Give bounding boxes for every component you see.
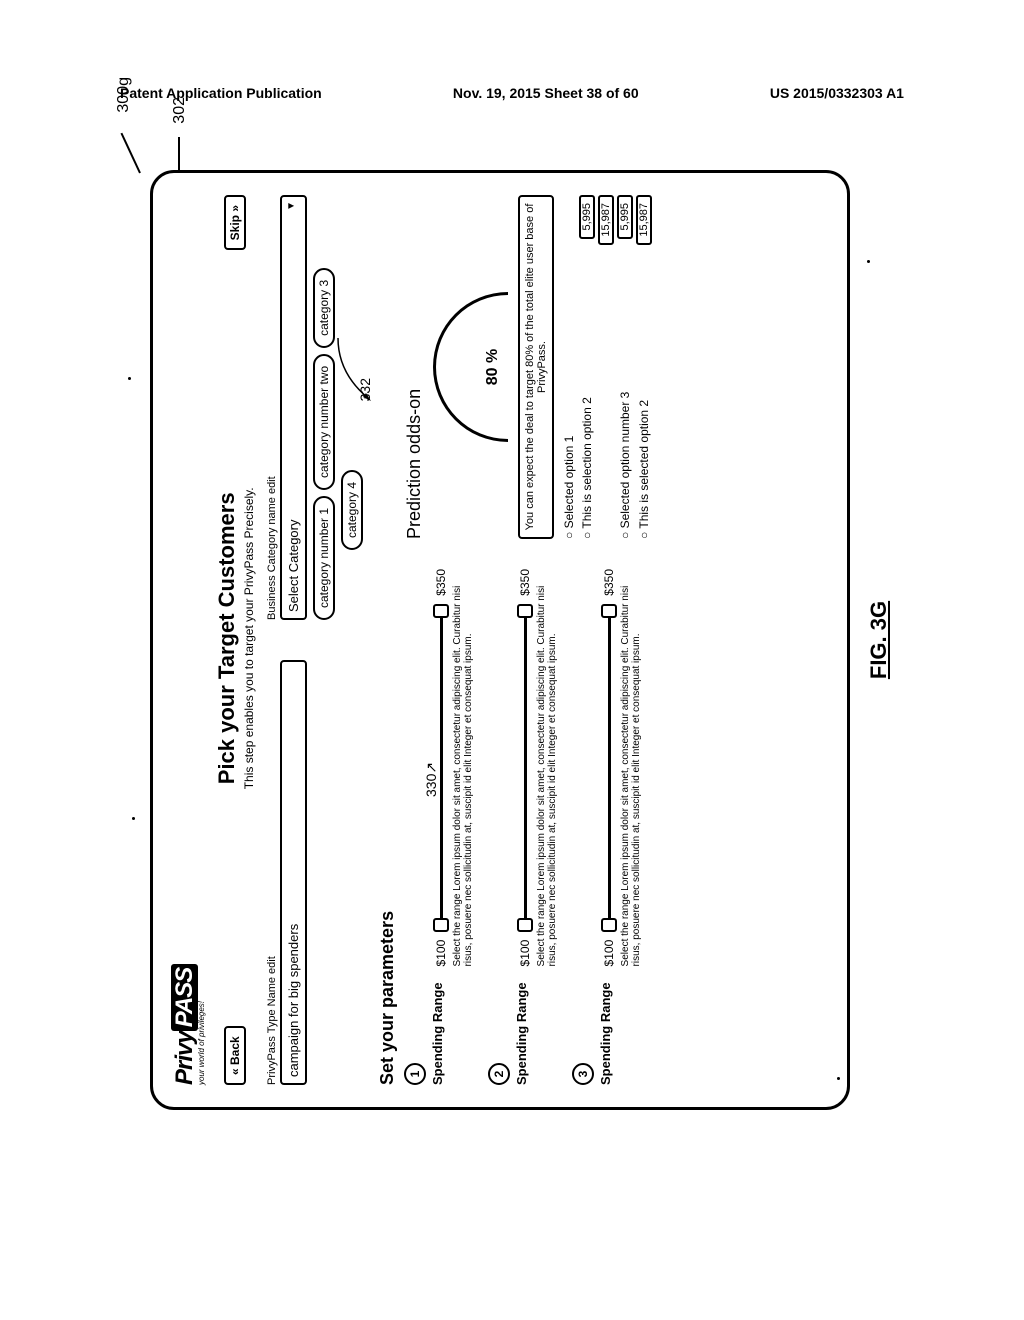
chips-row-1: category number 1 category number two ca…	[313, 195, 335, 620]
rotated-stage: 302 300g PrivyPASS your world of privile…	[120, 140, 880, 1140]
parameters-heading: Set your parameters	[377, 195, 398, 1085]
param-3-desc: Select the range Lorem ipsum dolor sit a…	[620, 569, 642, 966]
opt-row-1: ○ Selected option 1	[562, 195, 576, 539]
chip-cat4[interactable]: category 4	[341, 470, 363, 550]
param-block-3: 3 Spending Range $100 $35	[572, 569, 642, 1085]
skip-button[interactable]: Skip »	[224, 195, 246, 250]
ref-302: 302	[171, 97, 189, 124]
slider-3-knob-left[interactable]	[601, 918, 617, 932]
brand-logo: PrivyPASS	[171, 964, 198, 1085]
slider-1-track[interactable]	[440, 604, 443, 932]
brand-second: PASS	[171, 964, 198, 1032]
slider-3-track[interactable]	[608, 604, 611, 932]
page-title: Pick your Target Customers	[214, 250, 240, 1026]
nav-row: « Back Pick your Target Customers This s…	[214, 195, 256, 1085]
name-input[interactable]	[280, 660, 307, 1085]
param-block-1: 1 Spending Range $100 $35	[404, 569, 474, 1085]
ref-300g: 300g	[115, 77, 133, 113]
slider-1[interactable]: $100 $350	[434, 569, 448, 966]
device-frame: 302 300g PrivyPASS your world of privile…	[150, 170, 850, 1110]
slider-2-knob-left[interactable]	[517, 918, 533, 932]
page-subtitle: This step enables you to target your Pri…	[242, 250, 256, 1026]
gauge-icon: 80 %	[433, 292, 508, 442]
slider-2-max: $350	[518, 569, 532, 596]
opt-2-label: ○ This is selection option 2	[580, 397, 594, 539]
param-2-label: Spending Range	[514, 982, 558, 1085]
slider-1-min: $100	[434, 940, 448, 967]
param-3-label: Spending Range	[598, 982, 642, 1085]
slider-3-max: $350	[602, 569, 616, 596]
noise-dot	[128, 377, 131, 380]
brand-tagline: your world of privileges!	[197, 195, 206, 1085]
header-left: Patent Application Publication	[120, 85, 322, 101]
noise-dot	[132, 817, 135, 820]
main-columns: 1 Spending Range $100 $35	[404, 195, 656, 1085]
dial-wrap: 80 %	[433, 195, 508, 539]
callout-300g	[120, 133, 140, 174]
category-select[interactable]: ▼	[280, 195, 307, 620]
chevron-down-icon: ▼	[286, 201, 297, 211]
opt-row-2: ○ This is selection option 2 5,995	[579, 195, 595, 539]
figure-area: 302 300g PrivyPASS your world of privile…	[120, 140, 880, 1140]
prediction-column: Prediction odds-on 80 % You can expect t…	[404, 195, 656, 539]
opt-2b-count: 15,987	[598, 195, 614, 245]
slider-1-knob-right[interactable]	[433, 604, 449, 618]
slider-3-knob-right[interactable]	[601, 604, 617, 618]
prediction-summary: You can expect the deal to target 80% of…	[518, 195, 554, 539]
category-label: Business Category name edit	[266, 195, 278, 620]
opt-4-count: 15,987	[636, 195, 652, 245]
slider-3[interactable]: $100 $350	[602, 569, 616, 966]
opt-1-label: ○ Selected option 1	[562, 436, 576, 539]
slider-1-knob-left[interactable]	[433, 918, 449, 932]
slider-2-knob-right[interactable]	[517, 604, 533, 618]
noise-dot	[867, 260, 870, 263]
prediction-heading: Prediction odds-on	[404, 195, 425, 539]
step-2-badge: 2	[488, 1063, 510, 1085]
title-block: Pick your Target Customers This step ena…	[214, 250, 256, 1026]
opt-2-count: 5,995	[579, 195, 595, 239]
opt-row-2b: 15,987	[598, 195, 614, 539]
category-field-group: Business Category name edit ▼ category n…	[266, 195, 363, 620]
back-button[interactable]: « Back	[224, 1026, 246, 1085]
opt-row-3: ○ Selected option number 3 5,995	[617, 195, 633, 539]
header-center: Nov. 19, 2015 Sheet 38 of 60	[453, 85, 639, 101]
slider-2-min: $100	[518, 940, 532, 967]
gauge-pct: 80 %	[484, 295, 502, 439]
form-section: PrivyPass Type Name edit Business Catego…	[266, 195, 363, 1085]
chip-cat1[interactable]: category number 1	[313, 496, 335, 620]
noise-dot	[837, 1077, 840, 1080]
param-1-desc: Select the range Lorem ipsum dolor sit a…	[452, 569, 474, 966]
param-block-2: 2 Spending Range $100 $35	[488, 569, 558, 1085]
category-value[interactable]	[280, 195, 307, 620]
figure-label: FIG. 3G	[866, 601, 892, 679]
name-field-group: PrivyPass Type Name edit	[266, 660, 363, 1085]
brand-block: PrivyPASS your world of privileges!	[171, 195, 206, 1085]
ref-332: 332	[357, 378, 373, 401]
step-1-badge: 1	[404, 1063, 426, 1085]
opt-row-4: ○ This is selected option 2 15,987	[636, 195, 652, 539]
brand-first: Privy	[171, 1031, 198, 1085]
opt-3-count: 5,995	[617, 195, 633, 239]
opt-3-label: ○ Selected option number 3	[618, 392, 632, 539]
opt-4-label: ○ This is selected option 2	[637, 400, 651, 539]
patent-header: Patent Application Publication Nov. 19, …	[0, 85, 1024, 101]
slider-1-max: $350	[434, 569, 448, 596]
step-3-badge: 3	[572, 1063, 594, 1085]
parameters-column: 1 Spending Range $100 $35	[404, 569, 656, 1085]
slider-2-track[interactable]	[524, 604, 527, 932]
chip-cat2[interactable]: category number two	[313, 354, 335, 490]
chip-cat3[interactable]: category 3	[313, 268, 335, 348]
name-label: PrivyPass Type Name edit	[266, 660, 278, 1085]
header-right: US 2015/0332303 A1	[770, 85, 904, 101]
slider-2[interactable]: $100 $350	[518, 569, 532, 966]
param-2-desc: Select the range Lorem ipsum dolor sit a…	[536, 569, 558, 966]
param-1-label: Spending Range	[430, 982, 474, 1085]
callout-302	[178, 137, 180, 173]
slider-3-min: $100	[602, 940, 616, 967]
